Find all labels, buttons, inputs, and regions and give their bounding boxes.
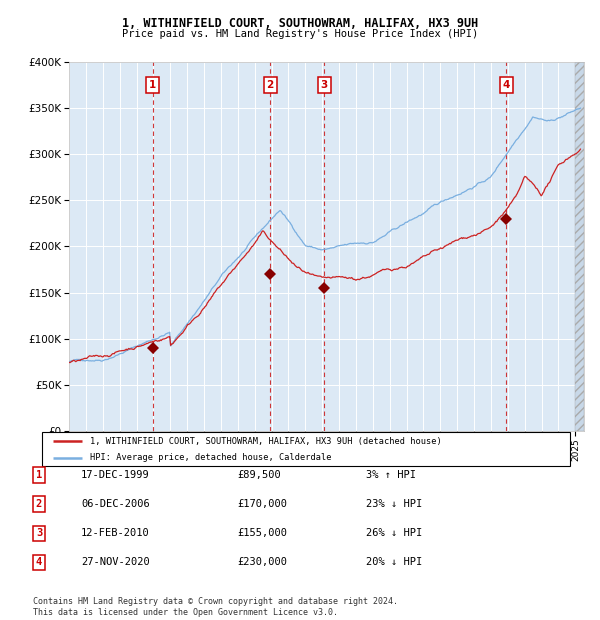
Text: 4: 4 xyxy=(36,557,42,567)
Text: 27-NOV-2020: 27-NOV-2020 xyxy=(81,557,150,567)
Text: 3: 3 xyxy=(36,528,42,538)
Text: 06-DEC-2006: 06-DEC-2006 xyxy=(81,499,150,509)
Text: 26% ↓ HPI: 26% ↓ HPI xyxy=(366,528,422,538)
Text: £89,500: £89,500 xyxy=(237,470,281,480)
Text: £230,000: £230,000 xyxy=(237,557,287,567)
Text: £155,000: £155,000 xyxy=(237,528,287,538)
Bar xyxy=(575,62,584,431)
Text: Price paid vs. HM Land Registry's House Price Index (HPI): Price paid vs. HM Land Registry's House … xyxy=(122,29,478,39)
Text: 12-FEB-2010: 12-FEB-2010 xyxy=(81,528,150,538)
FancyBboxPatch shape xyxy=(42,432,570,466)
Text: 4: 4 xyxy=(503,80,510,90)
Text: 3% ↑ HPI: 3% ↑ HPI xyxy=(366,470,416,480)
Text: 2: 2 xyxy=(266,80,274,90)
Text: 1, WITHINFIELD COURT, SOUTHOWRAM, HALIFAX, HX3 9UH: 1, WITHINFIELD COURT, SOUTHOWRAM, HALIFA… xyxy=(122,17,478,30)
Text: 1, WITHINFIELD COURT, SOUTHOWRAM, HALIFAX, HX3 9UH (detached house): 1, WITHINFIELD COURT, SOUTHOWRAM, HALIFA… xyxy=(89,437,441,446)
Text: 3: 3 xyxy=(320,80,328,90)
Text: 2: 2 xyxy=(36,499,42,509)
Text: 20% ↓ HPI: 20% ↓ HPI xyxy=(366,557,422,567)
Text: 17-DEC-1999: 17-DEC-1999 xyxy=(81,470,150,480)
Text: 23% ↓ HPI: 23% ↓ HPI xyxy=(366,499,422,509)
Text: HPI: Average price, detached house, Calderdale: HPI: Average price, detached house, Cald… xyxy=(89,453,331,463)
Text: Contains HM Land Registry data © Crown copyright and database right 2024.: Contains HM Land Registry data © Crown c… xyxy=(33,597,398,606)
Text: £170,000: £170,000 xyxy=(237,499,287,509)
Text: 1: 1 xyxy=(36,470,42,480)
Text: 1: 1 xyxy=(149,80,157,90)
Text: This data is licensed under the Open Government Licence v3.0.: This data is licensed under the Open Gov… xyxy=(33,608,338,617)
